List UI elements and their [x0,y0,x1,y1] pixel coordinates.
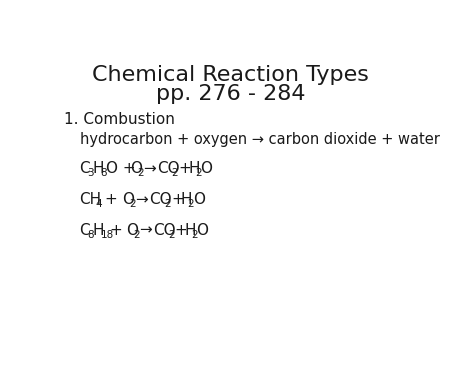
Text: CO: CO [157,161,180,176]
Text: C: C [80,161,90,176]
Text: pp. 276 - 284: pp. 276 - 284 [156,84,306,104]
Text: H: H [184,223,196,238]
Text: 18: 18 [100,230,114,240]
Text: CO: CO [149,192,172,207]
Text: 8: 8 [87,230,94,240]
Text: 2: 2 [137,168,144,178]
Text: O: O [126,223,138,238]
Text: CO: CO [153,223,176,238]
Text: 2: 2 [164,199,171,209]
Text: →: → [135,192,148,207]
Text: O: O [122,192,134,207]
Text: 2: 2 [168,230,175,240]
Text: Chemical Reaction Types: Chemical Reaction Types [92,65,369,85]
Text: H: H [93,223,104,238]
Text: CH: CH [80,192,102,207]
Text: O +: O + [106,161,135,176]
Text: 3: 3 [87,168,94,178]
Text: →: → [139,223,152,238]
Text: 2: 2 [195,168,202,178]
Text: 2: 2 [172,168,178,178]
Text: 1. Combustion: 1. Combustion [64,112,175,127]
Text: 2: 2 [187,199,194,209]
Text: hydrocarbon + oxygen → carbon dioxide + water: hydrocarbon + oxygen → carbon dioxide + … [80,132,439,147]
Text: +: + [171,192,184,207]
Text: H: H [180,192,192,207]
Text: O: O [130,161,142,176]
Text: C: C [80,223,90,238]
Text: O: O [197,223,208,238]
Text: 8: 8 [100,168,107,178]
Text: 2: 2 [129,199,136,209]
Text: H: H [93,161,104,176]
Text: 4: 4 [95,199,102,209]
Text: +: + [175,223,188,238]
Text: +: + [104,192,117,207]
Text: 2: 2 [191,230,198,240]
Text: →: → [143,161,156,176]
Text: +: + [179,161,191,176]
Text: O: O [193,192,205,207]
Text: 2: 2 [133,230,140,240]
Text: O: O [200,161,212,176]
Text: H: H [188,161,199,176]
Text: +: + [109,223,122,238]
